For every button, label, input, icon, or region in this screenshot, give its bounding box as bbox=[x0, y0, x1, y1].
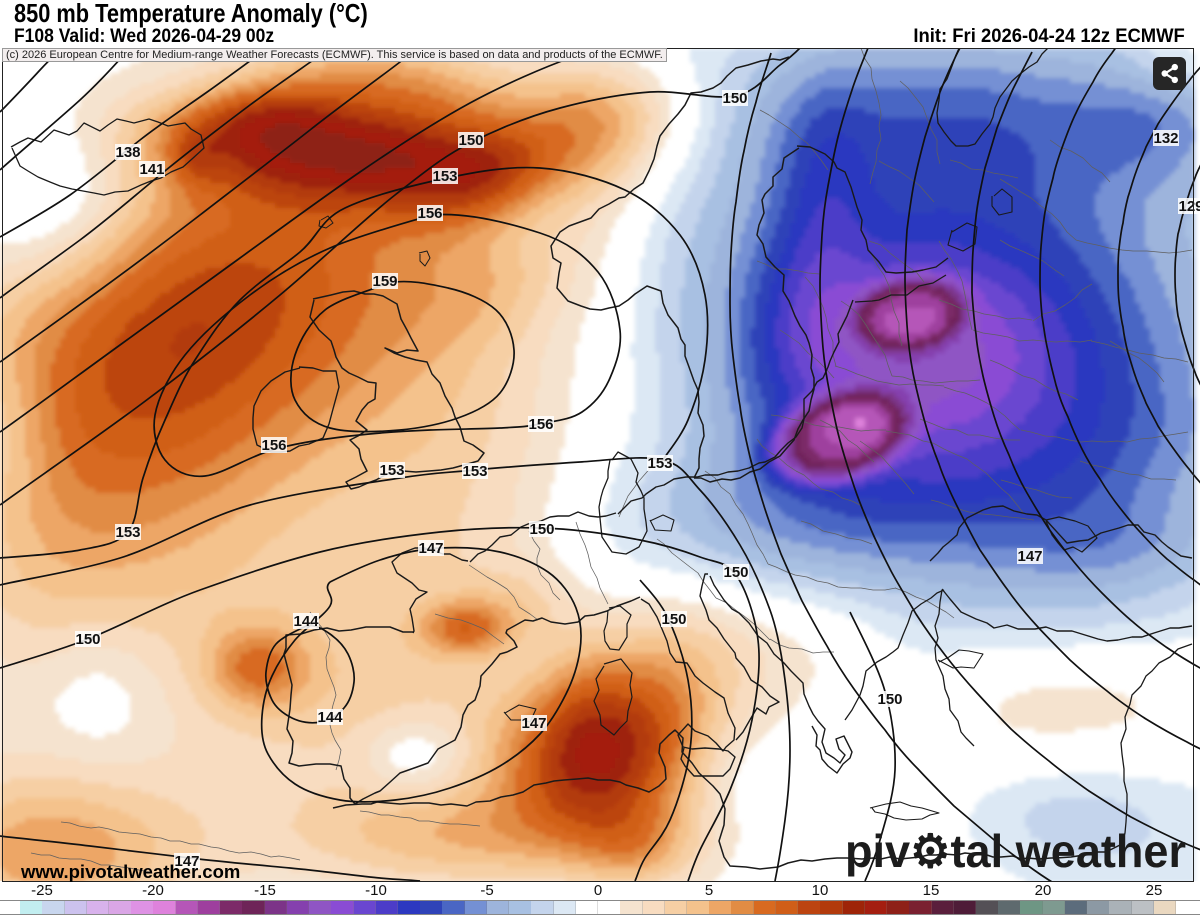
svg-text:132: 132 bbox=[1153, 130, 1178, 147]
svg-text:150: 150 bbox=[722, 90, 747, 107]
svg-text:147: 147 bbox=[1017, 548, 1042, 565]
svg-text:150: 150 bbox=[458, 132, 483, 149]
svg-text:150: 150 bbox=[723, 564, 748, 581]
svg-text:141: 141 bbox=[139, 161, 164, 178]
svg-text:138: 138 bbox=[115, 144, 140, 161]
svg-text:153: 153 bbox=[647, 455, 672, 472]
svg-text:156: 156 bbox=[417, 205, 442, 222]
svg-text:156: 156 bbox=[528, 416, 553, 433]
svg-text:150: 150 bbox=[75, 631, 100, 648]
svg-text:150: 150 bbox=[529, 521, 554, 538]
svg-text:156: 156 bbox=[261, 437, 286, 454]
svg-text:144: 144 bbox=[317, 709, 343, 726]
svg-text:153: 153 bbox=[462, 463, 487, 480]
svg-text:144: 144 bbox=[293, 613, 319, 630]
svg-text:147: 147 bbox=[418, 540, 443, 557]
svg-text:153: 153 bbox=[432, 168, 457, 185]
svg-text:153: 153 bbox=[379, 462, 404, 479]
svg-text:129: 129 bbox=[1178, 198, 1200, 215]
svg-text:150: 150 bbox=[877, 691, 902, 708]
svg-text:147: 147 bbox=[521, 715, 546, 732]
svg-text:150: 150 bbox=[661, 611, 686, 628]
svg-text:147: 147 bbox=[174, 853, 199, 870]
svg-text:159: 159 bbox=[372, 273, 397, 290]
svg-text:153: 153 bbox=[115, 524, 140, 541]
